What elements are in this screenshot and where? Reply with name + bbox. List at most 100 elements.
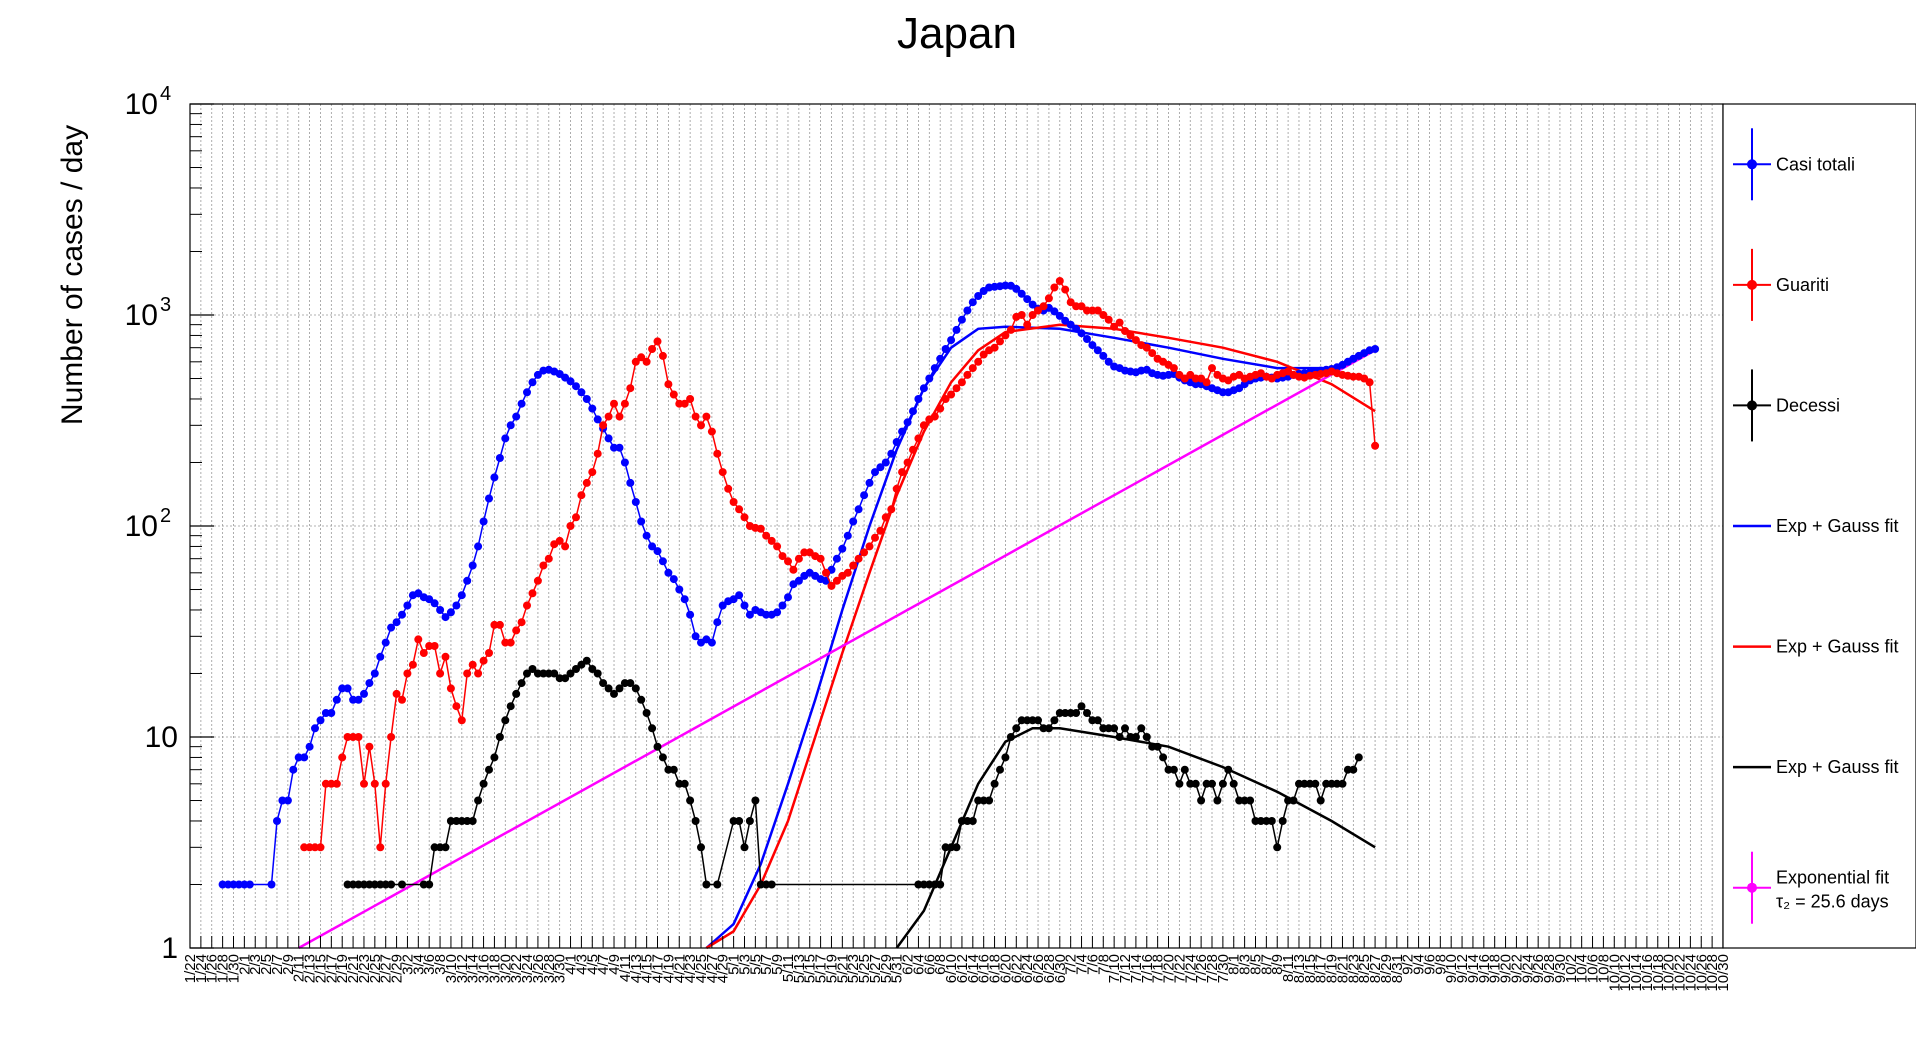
data-point: [582, 478, 591, 487]
data-point: [620, 399, 629, 408]
data-point: [1110, 724, 1119, 733]
x-tick-label: 1/22: [182, 954, 199, 983]
data-point: [664, 568, 673, 577]
x-tick-label: 2/29: [389, 954, 406, 983]
data-point: [822, 568, 830, 577]
data-point: [1050, 307, 1059, 316]
legend-label: Decessi: [1776, 395, 1840, 415]
x-tick-label: 5/25: [856, 954, 873, 983]
data-point: [517, 399, 526, 408]
data-point: [680, 399, 689, 408]
data-point: [653, 547, 662, 556]
data-point: [381, 638, 390, 647]
data-point: [751, 796, 760, 805]
data-point: [398, 695, 406, 704]
data-point: [343, 684, 352, 693]
data-point: [1017, 716, 1026, 725]
data-point: [974, 796, 983, 805]
x-tick-label: 10/26: [1693, 954, 1710, 992]
y-tick-label: 1: [161, 932, 178, 965]
x-tick-label: 9/28: [1541, 954, 1558, 983]
x-tick-label: 4/27: [704, 954, 721, 983]
data-point: [1354, 753, 1363, 762]
x-tick-label: 5/7: [758, 954, 775, 975]
x-tick-label: 8/27: [1367, 954, 1384, 983]
data-point: [615, 443, 624, 452]
x-tick-label: 9/4: [1411, 954, 1428, 975]
data-point: [430, 843, 439, 852]
data-point: [773, 608, 782, 617]
x-tick-label: 4/7: [595, 954, 612, 975]
data-point: [691, 817, 700, 825]
data-point: [887, 505, 896, 514]
x-tick-label: 6/6: [921, 954, 938, 975]
x-tick-label: 8/13: [1291, 954, 1308, 983]
x-tick-label: 8/11: [1280, 954, 1297, 982]
data-point: [648, 542, 657, 551]
data-point: [365, 742, 374, 751]
data-point: [729, 817, 738, 825]
data-point: [1028, 300, 1037, 309]
x-tick-label: 3/2: [399, 954, 416, 975]
data-point: [566, 669, 575, 678]
x-tick-label: 8/5: [1247, 954, 1264, 975]
x-tick-label: 8/19: [1324, 954, 1341, 983]
data-point: [1093, 716, 1102, 725]
data-point: [669, 765, 678, 774]
data-point: [1175, 779, 1184, 788]
x-tick-label: 9/6: [1421, 954, 1438, 975]
data-point: [1072, 709, 1081, 717]
x-tick-label: 4/23: [682, 954, 699, 983]
x-tick-label: 10/20: [1661, 954, 1678, 992]
data-point: [1001, 753, 1010, 762]
data-point: [479, 517, 488, 526]
data-point: [881, 513, 890, 522]
data-point: [588, 468, 597, 477]
x-tick-label: 3/6: [421, 954, 438, 975]
data-point: [485, 765, 493, 774]
data-point: [789, 565, 798, 574]
data-point: [707, 427, 716, 436]
data-point: [952, 384, 961, 393]
data-point: [898, 468, 907, 477]
data-point: [495, 454, 504, 462]
x-tick-label: 4/5: [584, 954, 601, 975]
data-point: [631, 357, 640, 366]
legend: Casi totali Guariti Decessi Exp + Gauss fit…: [1722, 103, 1916, 949]
data-point: [490, 753, 499, 762]
fit-curve: [705, 325, 1376, 949]
data-point: [1202, 378, 1211, 387]
data-point: [289, 765, 298, 774]
data-point: [555, 536, 564, 545]
data-point: [990, 779, 999, 788]
data-point: [495, 620, 504, 629]
x-tick-label: 6/22: [1008, 954, 1025, 983]
x-tick-label: 1/26: [204, 954, 221, 983]
data-point: [1061, 709, 1070, 717]
data-point: [1017, 289, 1026, 298]
data-point: [936, 880, 945, 889]
legend-marker: [1747, 159, 1757, 170]
data-point: [354, 880, 363, 889]
data-point: [756, 524, 765, 533]
data-point: [957, 315, 966, 324]
x-tick-label: 3/14: [465, 954, 482, 983]
x-tick-label: 10/4: [1574, 954, 1591, 983]
data-point: [430, 599, 439, 608]
data-point: [1333, 779, 1341, 788]
data-point: [354, 695, 363, 704]
data-point: [517, 679, 526, 688]
x-axis: 1/221/241/261/281/302/12/32/52/72/92/112…: [182, 936, 1732, 992]
x-tick-label: 7/26: [1193, 954, 1210, 983]
data-point: [588, 665, 597, 673]
data-point: [1044, 724, 1053, 733]
data-point: [843, 531, 852, 540]
data-point: [1224, 765, 1233, 774]
data-point: [702, 412, 711, 421]
data-point: [784, 593, 792, 602]
data-point: [615, 412, 624, 421]
data-point: [610, 399, 618, 408]
x-tick-label: 9/20: [1498, 954, 1515, 983]
x-tick-label: 3/20: [497, 954, 514, 983]
data-point: [930, 364, 939, 373]
